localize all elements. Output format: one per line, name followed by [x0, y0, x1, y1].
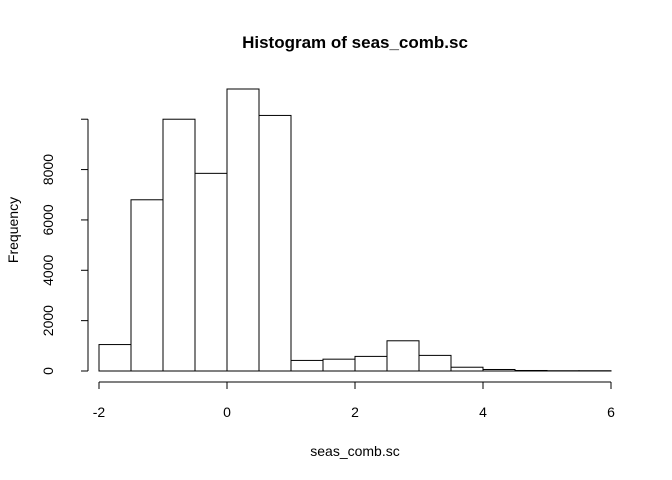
histogram-bar: [418, 354, 452, 372]
histogram-bar: [258, 114, 292, 372]
x-tick-label: 6: [607, 404, 615, 420]
x-tick-label: 0: [223, 404, 231, 420]
histogram-bar: [322, 358, 356, 372]
y-tick-label: 6000: [40, 204, 56, 235]
y-tick-label: 8000: [40, 154, 56, 185]
histogram-bar: [482, 368, 516, 372]
histogram-bar: [162, 118, 196, 372]
chart-title: Histogram of seas_comb.sc: [242, 33, 468, 52]
y-axis: 0 2000 4000 6000 8000: [40, 118, 89, 375]
histogram-bar: [386, 340, 420, 372]
histogram-bar: [290, 359, 324, 372]
histogram-bar: [194, 172, 228, 372]
x-axis: -2 0 2 4 6: [93, 381, 615, 420]
x-tick-label: 4: [479, 404, 487, 420]
x-tick-label: 2: [351, 404, 359, 420]
y-axis-label: Frequency: [5, 197, 21, 263]
histogram-bar: [450, 366, 484, 372]
y-tick-label: 4000: [40, 255, 56, 286]
bars-group: [98, 88, 612, 372]
x-tick-label: -2: [93, 404, 106, 420]
histogram-bar: [354, 355, 388, 372]
histogram-bar: [514, 369, 548, 372]
histogram-bar: [98, 344, 132, 372]
x-axis-label: seas_comb.sc: [310, 443, 399, 459]
histogram-bar: [226, 88, 260, 372]
y-tick-label: 2000: [40, 305, 56, 336]
y-tick-label: 0: [40, 367, 56, 375]
histogram-bar: [130, 199, 164, 372]
